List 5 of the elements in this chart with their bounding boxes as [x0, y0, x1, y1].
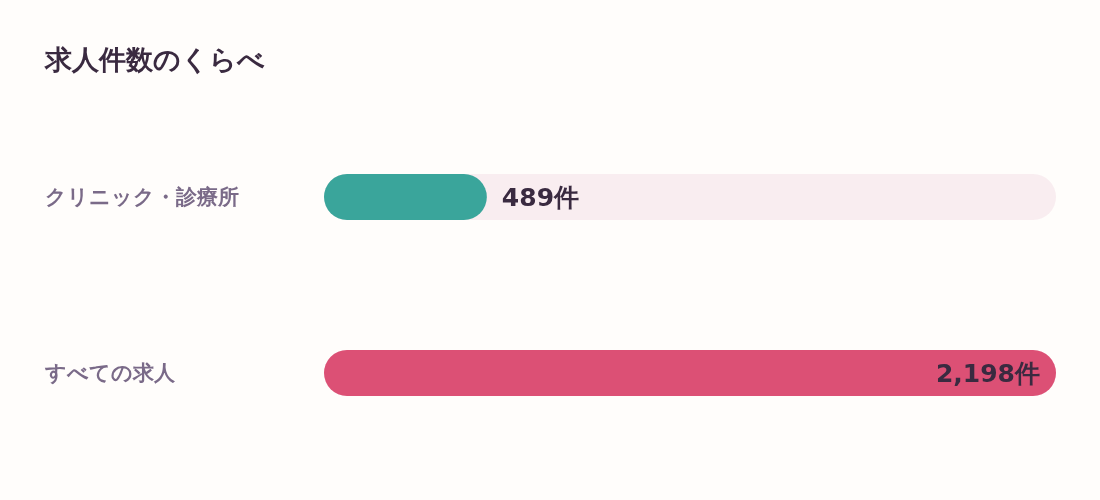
data-label: 2,198件 — [935, 359, 1040, 388]
chart-title: 求人件数のくらべ — [44, 44, 265, 75]
y-tick-label: すべての求人 — [44, 361, 176, 385]
data-label: 489件 — [501, 183, 580, 212]
y-tick-label: クリニック・診療所 — [45, 185, 239, 209]
